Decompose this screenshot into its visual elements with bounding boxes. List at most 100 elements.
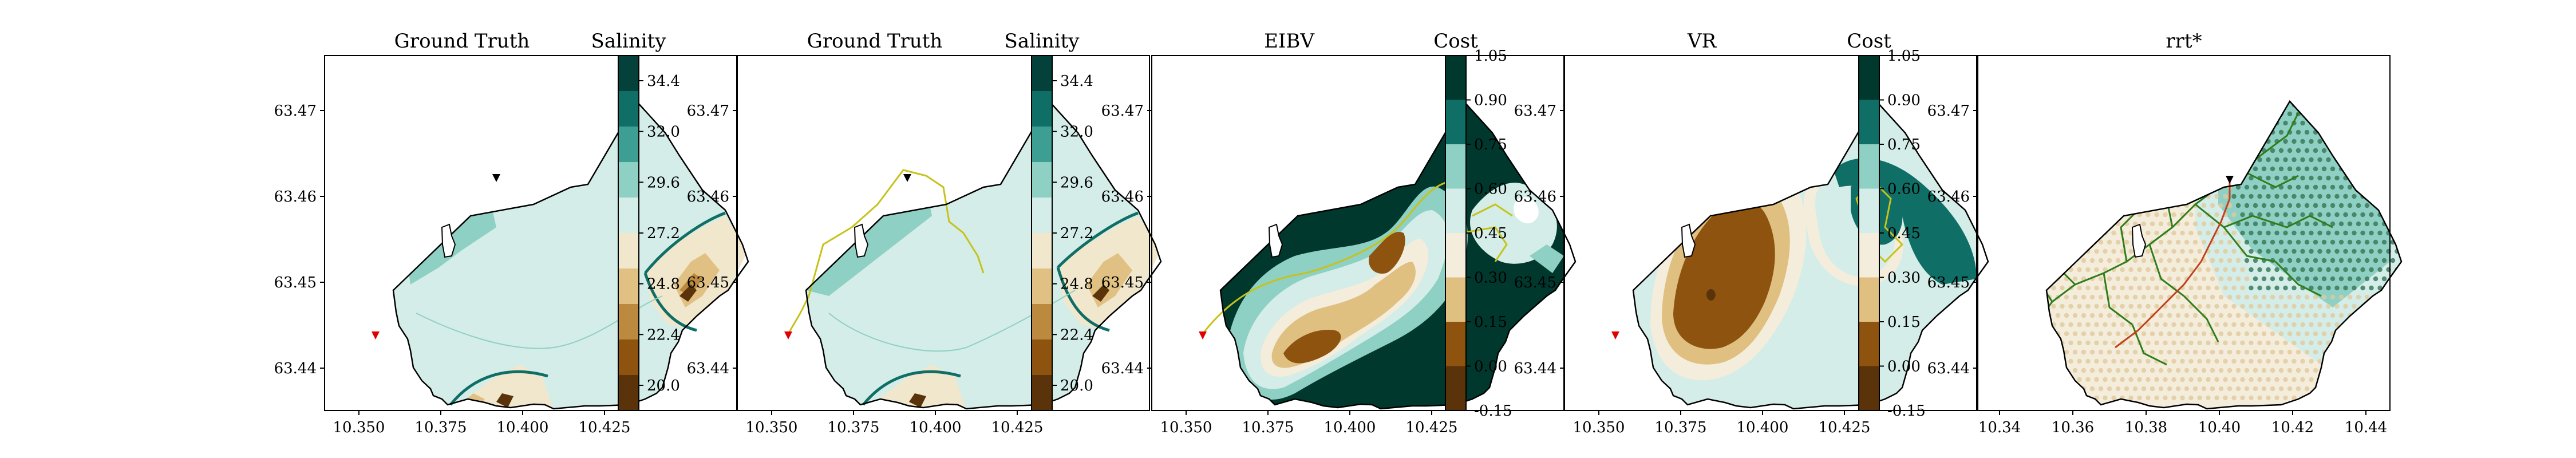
- grid-dot: [2068, 175, 2073, 181]
- grid-dot: [2266, 120, 2271, 126]
- grid-dot: [2180, 267, 2185, 273]
- grid-dot: [2291, 194, 2297, 199]
- grid-dot: [2107, 184, 2112, 190]
- grid-dot: [2231, 102, 2237, 108]
- grid-dot: [2167, 331, 2172, 337]
- grid-dot: [2158, 111, 2164, 117]
- grid-dot: [2046, 377, 2048, 382]
- grid-dot: [2369, 303, 2374, 309]
- grid-dot: [2192, 258, 2198, 263]
- grid-dot: [2317, 303, 2322, 309]
- grid-dot: [2094, 322, 2099, 327]
- colorbar-tick-label: 22.4: [647, 326, 680, 344]
- x-tick-label: 10.375: [1242, 419, 1294, 436]
- grid-dot: [2360, 102, 2365, 108]
- grid-dot: [2274, 230, 2279, 236]
- grid-dot: [2124, 313, 2129, 318]
- grid-dot: [2171, 377, 2176, 382]
- axes-ticks: 63.47 63.46 63.45 63.44 10.350 10.375 10.400 10…: [274, 102, 2388, 436]
- grid-dot: [2317, 139, 2322, 144]
- grid-dot: [2124, 368, 2129, 373]
- grid-dot: [2120, 358, 2125, 364]
- grid-dot: [2253, 313, 2258, 318]
- grid-dot: [2313, 93, 2318, 98]
- colorbar-swatch: [1445, 188, 1466, 234]
- grid-dot: [2278, 294, 2284, 300]
- grid-dot: [2128, 358, 2134, 364]
- grid-dot: [2283, 285, 2288, 291]
- x-tick-label: 10.40: [2198, 419, 2241, 436]
- grid-dot: [2231, 139, 2237, 144]
- grid-dot: [2192, 313, 2198, 318]
- grid-dot: [2296, 239, 2301, 245]
- grid-dot: [2210, 93, 2215, 98]
- grid-dot: [2103, 248, 2108, 254]
- grid-dot: [2124, 331, 2129, 337]
- grid-dot: [2171, 120, 2176, 126]
- grid-dot: [2274, 267, 2279, 273]
- grid-dot: [2253, 111, 2258, 117]
- grid-dot: [2081, 221, 2087, 227]
- colorbar-tick-label: 0.75: [1474, 136, 1507, 153]
- grid-dot: [2338, 331, 2344, 337]
- grid-dot: [2060, 230, 2065, 236]
- grid-dot: [2085, 157, 2091, 163]
- grid-dot: [2201, 294, 2207, 300]
- grid-dot: [2326, 212, 2331, 218]
- grid-dot: [2235, 129, 2241, 135]
- grid-dot: [2192, 184, 2198, 190]
- grid-dot: [2352, 358, 2357, 364]
- auv-path: [787, 169, 985, 334]
- grid-dot: [2055, 368, 2061, 373]
- grid-dot: [2227, 331, 2233, 337]
- grid-dot: [2249, 102, 2254, 108]
- grid-dot: [2240, 102, 2245, 108]
- grid-dot: [2158, 331, 2164, 337]
- grid-dot: [2046, 276, 2052, 282]
- grid-dot: [2115, 331, 2121, 337]
- grid-dot: [2218, 258, 2224, 263]
- grid-dot: [2343, 267, 2348, 273]
- grid-dot: [2206, 377, 2211, 382]
- grid-dot: [2115, 386, 2121, 392]
- grid-dot: [2175, 129, 2181, 135]
- grid-dot: [2231, 194, 2237, 199]
- y-tick-label: 63.47: [274, 102, 317, 120]
- panel-1: Ground Truth: [324, 30, 749, 411]
- grid-dot: [2068, 212, 2073, 218]
- grid-dot: [2249, 139, 2254, 144]
- grid-dot: [2060, 322, 2065, 327]
- grid-dot: [2304, 294, 2310, 300]
- grid-dot: [2146, 285, 2151, 291]
- grid-dot: [2381, 331, 2387, 337]
- grid-dot: [2068, 340, 2073, 346]
- colorbar-swatch: [1859, 277, 1879, 322]
- grid-dot: [2296, 349, 2301, 355]
- grid-dot: [2334, 358, 2340, 364]
- grid-dot: [2261, 294, 2267, 300]
- grid-dot: [2154, 340, 2159, 346]
- grid-dot: [2369, 120, 2374, 126]
- grid-dot: [2321, 239, 2327, 245]
- grid-dot: [2352, 377, 2357, 382]
- grid-dot: [2253, 129, 2258, 135]
- x-tick-label: 10.34: [1978, 419, 2021, 436]
- grid-dot: [2291, 285, 2297, 291]
- grid-dot: [2352, 120, 2357, 126]
- grid-dot: [2249, 157, 2254, 163]
- grid-dot: [2326, 322, 2331, 327]
- grid-dot: [2317, 102, 2322, 108]
- grid-dot: [2192, 221, 2198, 227]
- grid-dot: [2124, 148, 2129, 153]
- grid-dot: [2197, 395, 2202, 401]
- grid-dot: [2321, 166, 2327, 172]
- grid-dot: [2085, 212, 2091, 218]
- grid-dot: [2141, 258, 2147, 263]
- grid-dot: [2381, 386, 2387, 392]
- salinity-front: [862, 211, 1139, 406]
- grid-dot: [2081, 239, 2087, 245]
- grid-dot: [2158, 258, 2164, 263]
- colorbar-swatch: [1859, 233, 1879, 278]
- grid-dot: [2240, 340, 2245, 346]
- grid-dot: [2081, 331, 2087, 337]
